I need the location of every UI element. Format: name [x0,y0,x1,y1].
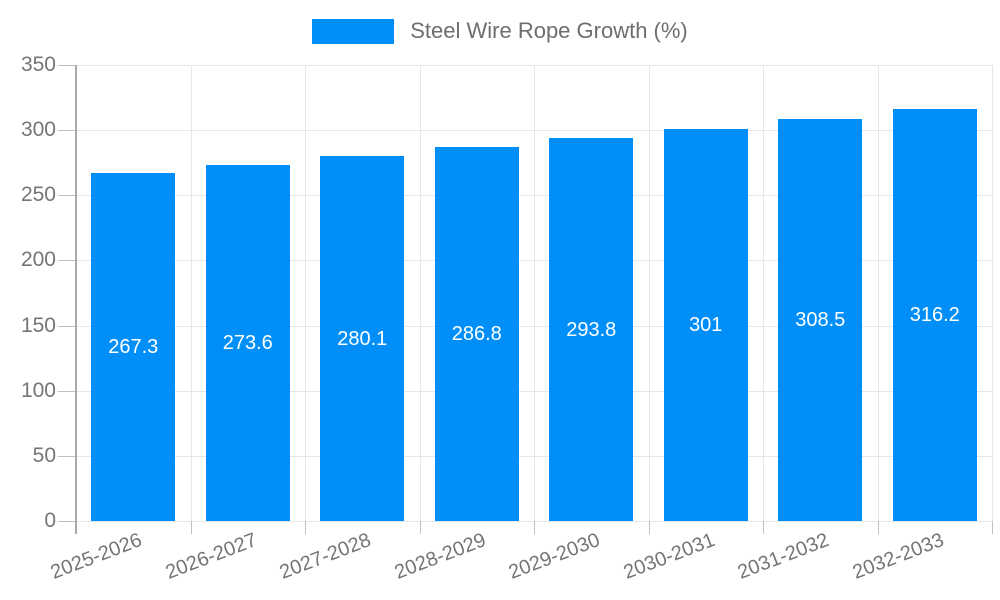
bar[interactable] [663,128,748,521]
bar[interactable] [434,147,519,521]
bar-value-label: 293.8 [566,318,617,341]
y-tick-label: 350 [20,53,56,76]
legend-swatch-icon[interactable] [312,18,395,44]
y-tick-mark [58,325,76,327]
x-gridline [190,65,192,521]
y-tick-mark [58,195,76,197]
x-tick-mark [305,521,306,534]
y-tick-mark [58,521,76,522]
bar-value-label: 286.8 [451,323,502,346]
x-gridline [534,65,535,521]
y-tick-mark [58,260,76,262]
legend: Steel Wire Rope Growth (%) [0,18,1000,44]
y-tick-label: 150 [20,313,56,337]
x-gridline [877,65,879,521]
x-tick-mark [648,521,650,534]
y-tick-mark [58,455,76,457]
y-tick-label: 0 [44,509,56,532]
x-tick-mark [534,521,535,534]
x-gridline [763,65,764,521]
y-axis-line [75,65,77,534]
bar[interactable] [892,109,977,521]
y-tick-label: 50 [32,443,56,467]
x-tick-mark [992,521,993,534]
x-tick-mark [190,521,192,534]
bar[interactable] [778,119,863,521]
y-tick-mark [58,130,76,132]
x-gridline [648,65,650,521]
bar-value-label: 308.5 [795,309,846,332]
bar[interactable] [549,138,634,521]
y-tick-mark [58,390,76,392]
x-tick-mark [877,521,879,534]
bar-value-label: 301 [689,313,723,336]
x-gridline [992,65,993,521]
y-tick-label: 200 [20,248,56,272]
x-gridline [419,65,421,521]
x-gridline [305,65,306,521]
bar[interactable] [91,172,176,521]
bar[interactable] [320,156,405,521]
bar-value-label: 280.1 [337,327,388,350]
x-tick-mark [419,521,421,534]
x-tick-mark [763,521,764,534]
y-tick-label: 100 [20,378,56,402]
y-tick-label: 250 [20,183,56,207]
bar-value-label: 267.3 [108,335,159,358]
legend-label[interactable]: Steel Wire Rope Growth (%) [410,18,688,43]
bar[interactable] [205,164,290,521]
bar-value-label: 273.6 [222,331,273,354]
y-tick-label: 300 [20,118,56,142]
bar-value-label: 316.2 [909,304,960,327]
y-tick-mark [58,65,76,66]
